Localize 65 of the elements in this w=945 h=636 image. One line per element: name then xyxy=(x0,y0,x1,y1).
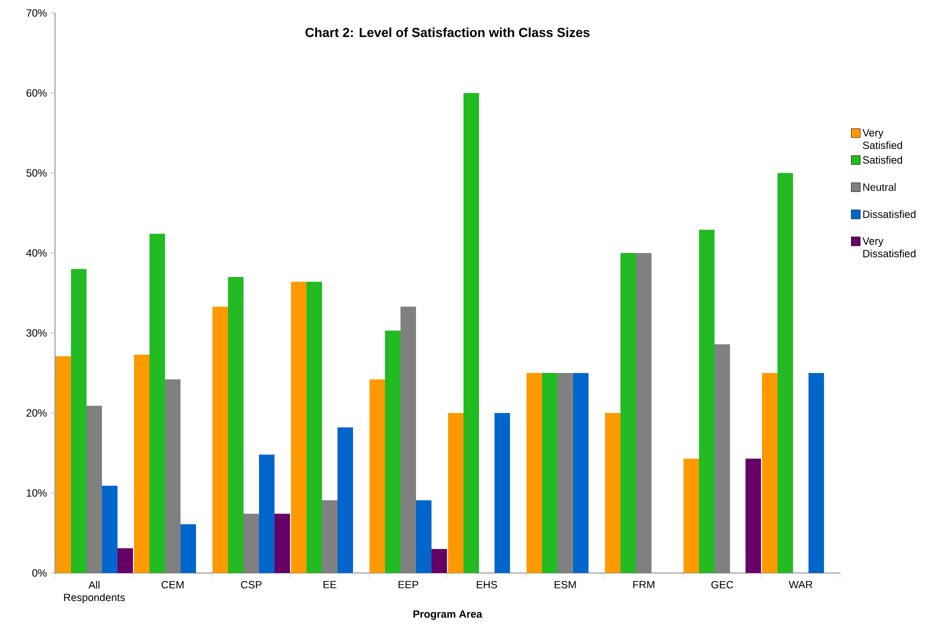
bar xyxy=(150,234,166,573)
bar xyxy=(699,230,715,573)
bar xyxy=(212,306,228,573)
y-tick-label: 50% xyxy=(26,169,47,177)
bar xyxy=(134,354,150,573)
bar xyxy=(714,344,730,573)
bar xyxy=(416,500,432,573)
x-tick-label: CSP xyxy=(240,580,262,588)
y-tick-label: 10% xyxy=(26,489,47,497)
y-tick-label: 20% xyxy=(26,409,47,417)
bar xyxy=(573,373,589,573)
bar xyxy=(165,379,181,573)
bar xyxy=(228,277,244,573)
bar xyxy=(306,282,322,573)
bar xyxy=(526,373,542,573)
x-tick-label: EHS xyxy=(476,580,498,588)
x-tick-label: EEP xyxy=(398,580,418,588)
y-tick-label: 40% xyxy=(26,249,47,257)
y-tick-label: 0% xyxy=(32,569,47,577)
x-tick-label: CEM xyxy=(162,580,184,588)
legend-label: Very Dissatisfied xyxy=(862,237,916,258)
bar xyxy=(636,253,652,573)
bar xyxy=(558,373,574,573)
y-tick-label: 30% xyxy=(26,329,47,337)
bar xyxy=(322,500,338,573)
bar xyxy=(118,548,134,573)
bar xyxy=(259,454,275,573)
bar xyxy=(370,379,386,573)
bar xyxy=(400,306,416,573)
bar xyxy=(385,330,401,573)
bar xyxy=(432,549,448,573)
x-tick-label: WAR xyxy=(788,580,812,588)
legend-label: Neutral xyxy=(863,183,896,191)
y-tick-label: 70% xyxy=(26,9,47,17)
x-tick-label: ESM xyxy=(554,580,576,588)
bar xyxy=(605,413,621,573)
bar xyxy=(180,524,196,573)
bar xyxy=(102,486,118,573)
bar xyxy=(494,413,510,573)
bar xyxy=(684,458,700,573)
bar xyxy=(274,514,290,573)
x-axis-title: Program Area xyxy=(413,610,482,620)
bar xyxy=(338,427,354,573)
x-tick-label: FRM xyxy=(633,580,654,588)
bar xyxy=(808,373,824,573)
x-tick-label: EE xyxy=(324,580,336,588)
bar xyxy=(464,92,480,573)
bar xyxy=(542,373,558,573)
bar xyxy=(448,413,464,573)
legend-label: Dissatisfied xyxy=(863,210,916,218)
text: Chart 2: Level of Satisfaction with Class Sizes xyxy=(305,28,590,38)
bar xyxy=(56,356,71,573)
bar xyxy=(291,282,307,573)
x-tick-label: All Respondents xyxy=(64,580,125,604)
bar xyxy=(778,172,794,573)
x-tick-label: GEC xyxy=(711,580,734,588)
bar xyxy=(620,253,636,573)
legend-label: Satisfied xyxy=(862,156,902,164)
bar xyxy=(746,458,762,573)
bar xyxy=(86,406,102,573)
bar xyxy=(71,269,86,573)
bar xyxy=(762,373,778,573)
bar xyxy=(244,514,260,573)
legend-label: Very Satisfied xyxy=(862,129,902,150)
y-tick-label: 60% xyxy=(26,89,47,97)
